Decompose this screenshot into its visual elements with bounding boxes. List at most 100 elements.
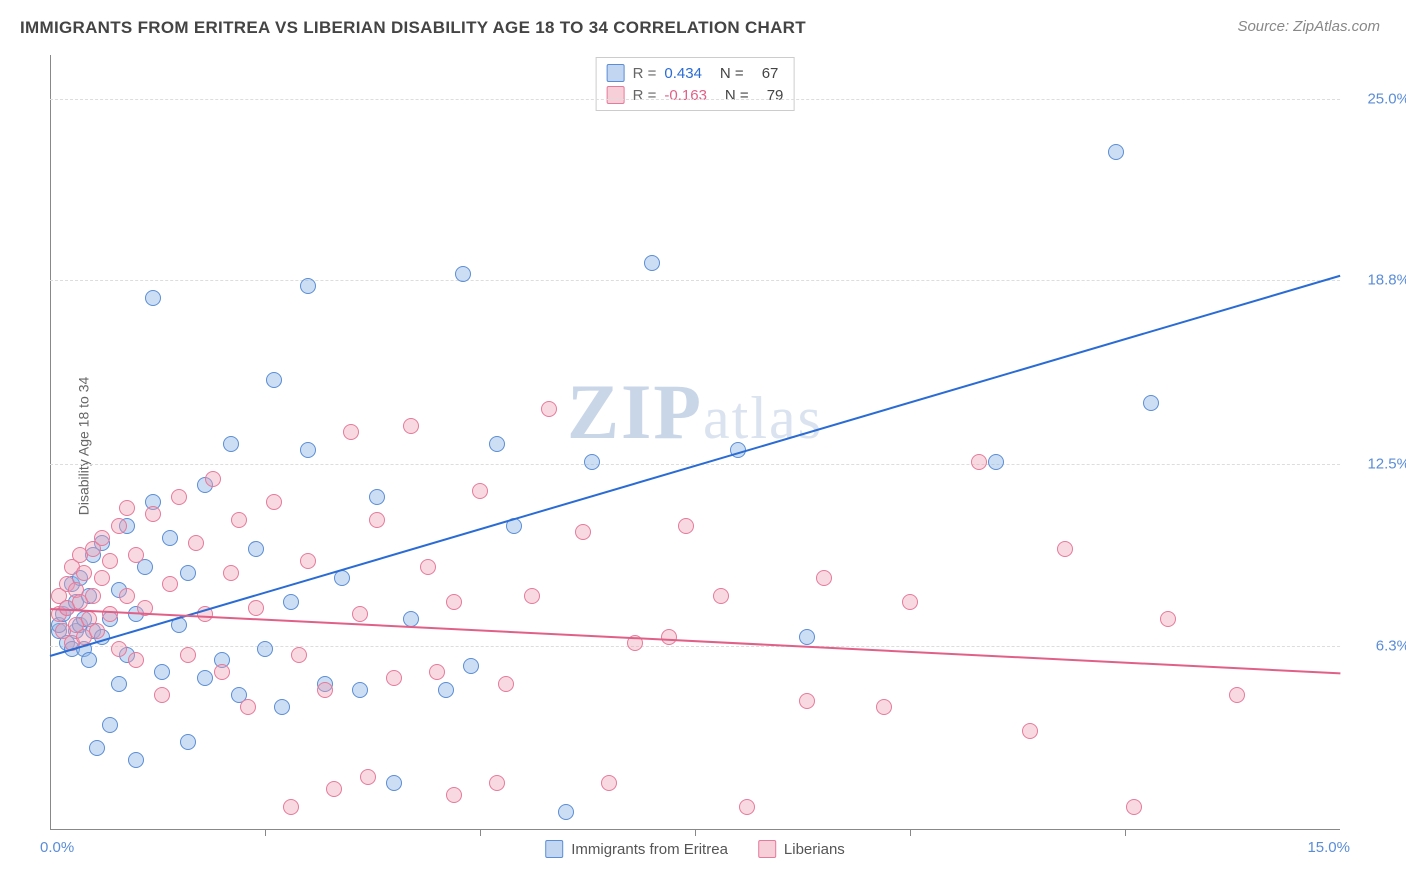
data-point xyxy=(154,687,170,703)
gridline xyxy=(50,280,1340,281)
data-point xyxy=(111,641,127,657)
data-point xyxy=(180,565,196,581)
data-point xyxy=(1057,541,1073,557)
data-point xyxy=(386,775,402,791)
data-point xyxy=(128,652,144,668)
data-point xyxy=(111,676,127,692)
r-value: -0.163 xyxy=(664,87,707,104)
data-point xyxy=(300,442,316,458)
data-point xyxy=(816,570,832,586)
data-point xyxy=(713,588,729,604)
data-point xyxy=(188,535,204,551)
r-value: 0.434 xyxy=(664,65,702,82)
data-point xyxy=(76,565,92,581)
data-point xyxy=(248,541,264,557)
data-point xyxy=(205,471,221,487)
data-point xyxy=(455,266,471,282)
data-point xyxy=(119,588,135,604)
data-point xyxy=(317,682,333,698)
data-point xyxy=(1229,687,1245,703)
data-point xyxy=(128,547,144,563)
swatch-icon xyxy=(607,86,625,104)
data-point xyxy=(266,494,282,510)
data-point xyxy=(902,594,918,610)
data-point xyxy=(89,740,105,756)
gridline xyxy=(50,646,1340,647)
data-point xyxy=(558,804,574,820)
n-value: 67 xyxy=(762,65,779,82)
data-point xyxy=(248,600,264,616)
data-point xyxy=(85,588,101,604)
y-tick-label: 25.0% xyxy=(1350,90,1406,107)
y-tick-label: 18.8% xyxy=(1350,272,1406,289)
data-point xyxy=(1160,611,1176,627)
swatch-icon xyxy=(545,840,563,858)
data-point xyxy=(601,775,617,791)
data-point xyxy=(154,664,170,680)
legend-item-s2: Liberians xyxy=(758,840,845,858)
x-axis-min-label: 0.0% xyxy=(40,839,74,856)
swatch-icon xyxy=(758,840,776,858)
data-point xyxy=(102,553,118,569)
x-tick xyxy=(1125,830,1126,836)
x-tick xyxy=(910,830,911,836)
chart-title: IMMIGRANTS FROM ERITREA VS LIBERIAN DISA… xyxy=(20,18,806,38)
data-point xyxy=(988,454,1004,470)
legend-item-s1: Immigrants from Eritrea xyxy=(545,840,728,858)
plot-area: ZIPatlas 0.0% 15.0% R = 0.434 N = 67 R =… xyxy=(50,55,1340,830)
data-point xyxy=(541,401,557,417)
data-point xyxy=(197,670,213,686)
data-point xyxy=(300,553,316,569)
data-point xyxy=(81,652,97,668)
data-point xyxy=(369,489,385,505)
regression-line xyxy=(50,274,1341,656)
data-point xyxy=(472,483,488,499)
data-point xyxy=(180,734,196,750)
y-tick-label: 6.3% xyxy=(1350,637,1406,654)
data-point xyxy=(266,372,282,388)
y-axis xyxy=(50,55,51,830)
data-point xyxy=(274,699,290,715)
data-point xyxy=(171,489,187,505)
data-point xyxy=(403,418,419,434)
data-point xyxy=(584,454,600,470)
y-tick-label: 12.5% xyxy=(1350,456,1406,473)
data-point xyxy=(1143,395,1159,411)
regression-line xyxy=(50,608,1340,674)
data-point xyxy=(386,670,402,686)
data-point xyxy=(223,436,239,452)
data-point xyxy=(463,658,479,674)
data-point xyxy=(498,676,514,692)
data-point xyxy=(231,512,247,528)
series-legend: Immigrants from Eritrea Liberians xyxy=(545,840,845,858)
data-point xyxy=(214,664,230,680)
data-point xyxy=(257,641,273,657)
n-value: 79 xyxy=(767,87,784,104)
data-point xyxy=(360,769,376,785)
data-point xyxy=(971,454,987,470)
x-tick xyxy=(265,830,266,836)
data-point xyxy=(119,500,135,516)
data-point xyxy=(438,682,454,698)
data-point xyxy=(524,588,540,604)
data-point xyxy=(94,530,110,546)
x-tick xyxy=(695,830,696,836)
data-point xyxy=(678,518,694,534)
data-point xyxy=(145,290,161,306)
data-point xyxy=(1126,799,1142,815)
x-axis-max-label: 15.0% xyxy=(1307,839,1350,856)
legend-row-s2: R = -0.163 N = 79 xyxy=(607,84,784,106)
data-point xyxy=(799,693,815,709)
swatch-icon xyxy=(607,64,625,82)
data-point xyxy=(489,436,505,452)
data-point xyxy=(128,752,144,768)
data-point xyxy=(343,424,359,440)
data-point xyxy=(876,699,892,715)
data-point xyxy=(446,594,462,610)
data-point xyxy=(446,787,462,803)
data-point xyxy=(89,623,105,639)
data-point xyxy=(94,570,110,586)
data-point xyxy=(799,629,815,645)
data-point xyxy=(162,530,178,546)
data-point xyxy=(111,518,127,534)
